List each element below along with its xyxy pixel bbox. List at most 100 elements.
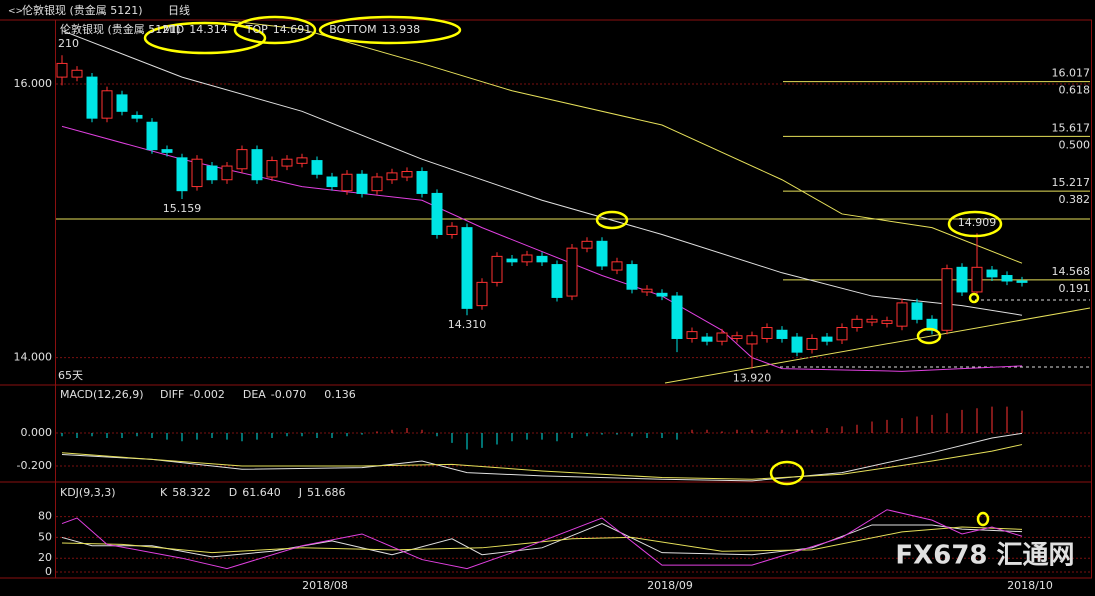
candle-body — [326, 176, 338, 188]
candle-body — [116, 94, 128, 112]
y-tick-label: 0.000 — [21, 426, 53, 439]
indicator-line — [61, 523, 1023, 558]
candle-body — [836, 327, 848, 341]
candle-body — [506, 258, 518, 263]
candle-body — [296, 157, 308, 164]
candle-body — [71, 69, 83, 78]
candle-body — [536, 255, 548, 263]
candle-body — [731, 335, 743, 339]
y-tick-label: 14.000 — [14, 351, 53, 364]
candle-body — [701, 336, 713, 342]
candle-body — [761, 327, 773, 339]
candle-body — [911, 302, 923, 320]
legend-name: TOP — [245, 23, 268, 36]
candle-body — [251, 149, 263, 181]
y-tick-label: 50 — [38, 530, 52, 543]
legend-value: 58.322 — [172, 486, 211, 499]
candle-body — [746, 335, 758, 345]
candle-body — [776, 329, 788, 339]
legend-name: D — [229, 486, 237, 499]
candle-body — [371, 176, 383, 192]
candle-body — [1016, 280, 1028, 283]
candle-body — [521, 254, 533, 263]
period-label: 65天 — [58, 369, 83, 382]
candle-body — [671, 295, 683, 339]
nav-icon[interactable]: <> — [8, 7, 23, 17]
x-tick-label: 2018/10 — [1007, 579, 1053, 592]
candle-body — [716, 332, 728, 342]
legend-name: DEA — [243, 388, 266, 401]
candle-body — [581, 240, 593, 249]
legend-name: K — [160, 486, 168, 499]
legend-value: 51.686 — [307, 486, 346, 499]
fib-price: 14.568 — [1052, 265, 1091, 278]
legend-value: 13.938 — [382, 23, 421, 36]
candle-body — [866, 318, 878, 323]
candle-body — [806, 337, 818, 350]
indicator-line — [61, 432, 1023, 482]
extreme-label: 15.159 — [163, 202, 202, 215]
fib-price: 15.617 — [1052, 121, 1091, 134]
fib-ratio: 0.191 — [1059, 282, 1091, 295]
candle-body — [101, 90, 113, 119]
extreme-label: 14.310 — [448, 318, 487, 331]
candle-body — [566, 247, 578, 297]
top-label: 210 — [58, 37, 79, 50]
legend-value: 0.136 — [324, 388, 356, 401]
panel-frames — [0, 19, 1092, 579]
legend-value: -0.002 — [189, 388, 224, 401]
candle-body — [851, 318, 863, 329]
candle-body — [491, 255, 503, 283]
y-tick-label: 0 — [45, 565, 52, 578]
legend-value: -0.070 — [271, 388, 306, 401]
chart-title: 伦敦银现 (贵金属 5121) — [22, 3, 143, 17]
fib-ratio: 0.500 — [1059, 138, 1091, 151]
extreme-label: 13.920 — [733, 372, 772, 385]
candle-body — [881, 320, 893, 324]
candle-body — [356, 173, 368, 194]
candle-body — [971, 266, 983, 293]
candle-body — [1001, 275, 1013, 282]
candle-body — [206, 165, 218, 181]
candle-body — [551, 264, 563, 298]
indicator-title: MACD(12,26,9) — [60, 388, 144, 401]
annotations — [143, 15, 1003, 527]
candle-body — [626, 264, 638, 290]
candle-body — [431, 192, 443, 235]
candle-body — [401, 171, 413, 178]
indicator-line — [61, 444, 1023, 480]
period[interactable]: 日线 — [168, 3, 190, 17]
candle-body — [896, 302, 908, 327]
candle-body — [641, 288, 653, 293]
candle-body — [821, 336, 833, 342]
candle-body — [686, 331, 698, 339]
legend-name: DIFF — [160, 388, 184, 401]
indicator-line — [61, 509, 1023, 570]
legend-name: MID — [163, 23, 184, 36]
legend-value: 61.640 — [242, 486, 281, 499]
candle-body — [161, 149, 173, 153]
candle-body — [131, 114, 143, 119]
candle-body — [311, 160, 323, 175]
candle-body — [656, 292, 668, 297]
extreme-label: 14.909 — [958, 216, 997, 229]
candle-body — [266, 160, 278, 178]
candle-body — [191, 158, 203, 188]
candle-body — [941, 268, 953, 331]
candle-body — [956, 266, 968, 293]
candle-body — [236, 149, 248, 170]
candle-body — [221, 165, 233, 181]
candle-body — [176, 157, 188, 192]
candle-body — [461, 227, 473, 309]
fib-price: 15.217 — [1052, 176, 1091, 189]
indicator-title: 伦敦银现 (贵金属 5121) — [60, 22, 181, 36]
fib-ratio: 0.382 — [1059, 193, 1091, 206]
candle-body — [86, 76, 98, 119]
candle-body — [281, 158, 293, 167]
candle-body — [416, 171, 428, 194]
legend-name: BOTTOM — [329, 23, 376, 36]
candle-body — [611, 261, 623, 271]
x-tick-label: 2018/08 — [302, 579, 348, 592]
candle-body — [596, 240, 608, 267]
